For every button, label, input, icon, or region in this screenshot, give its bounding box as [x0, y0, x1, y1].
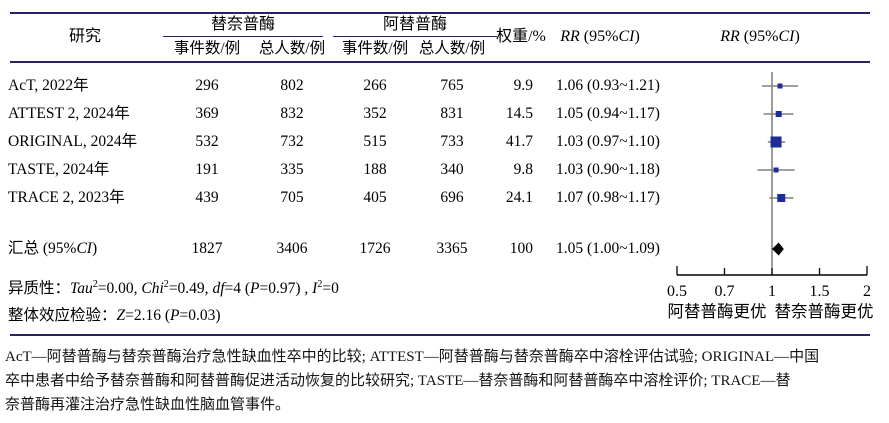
total-alteplase: 340 — [440, 161, 464, 178]
group-header-tenecteplase: 替奈普酶 — [210, 16, 275, 33]
events-tenecteplase: 439 — [195, 189, 219, 206]
heterogeneity-stats: 异质性：Tau2=0.00, Chi2=0.49, df=4 (P=0.97) … — [8, 279, 339, 298]
events-tenecteplase: 532 — [195, 133, 219, 150]
pooled-events-alteplase: 1726 — [359, 240, 391, 257]
total-alteplase: 696 — [440, 189, 464, 206]
events-alteplase: 188 — [363, 161, 387, 178]
weight-value: 24.1 — [505, 189, 533, 206]
subheader-events-tenecteplase: 事件数/例 — [173, 40, 241, 57]
effect-square — [775, 111, 782, 117]
total-tenecteplase: 705 — [280, 189, 304, 206]
alteplase-group-underline — [333, 36, 497, 37]
pooled-events-tenecteplase: 1827 — [191, 240, 223, 257]
events-alteplase: 515 — [363, 133, 387, 150]
weight-value: 9.8 — [513, 161, 533, 178]
pooled-total-alteplase: 3365 — [436, 240, 468, 257]
total-alteplase: 831 — [440, 105, 464, 122]
rr-ci-value: 1.05 (0.94~1.17) — [556, 105, 660, 122]
events-tenecteplase: 296 — [195, 77, 219, 94]
footnote-line-1: AcT—阿替普酶与替奈普酶治疗急性缺血性卒中的比较; ATTEST—阿替普酶与替… — [5, 349, 820, 365]
effect-square — [773, 167, 779, 173]
rr-ci-value: 1.03 (0.97~1.10) — [556, 133, 660, 150]
column-header-rr-text: RR (95%CI) — [560, 28, 640, 45]
top-rule — [10, 12, 870, 14]
direction-label-left: 阿替普酶更优 — [668, 302, 767, 321]
weight-value: 41.7 — [505, 133, 533, 150]
total-alteplase: 733 — [440, 133, 464, 150]
overall-effect-stats: 整体效应检验：Z=2.16 (P=0.03) — [8, 307, 221, 324]
footnote-line-3: 奈普酶再灌注治疗急性缺血性脑血管事件。 — [5, 397, 291, 413]
events-tenecteplase: 191 — [195, 161, 219, 178]
tick-label: 2 — [863, 283, 871, 300]
pooled-total-tenecteplase: 3406 — [276, 240, 308, 257]
pooled-label: 汇总 (95%CI) — [8, 240, 98, 257]
tick-label: 0.5 — [667, 283, 687, 300]
tick-label: 1 — [768, 283, 776, 300]
header-bottom-rule — [10, 61, 870, 63]
tick-label: 0.7 — [715, 283, 735, 300]
tenecteplase-group-underline — [163, 36, 323, 37]
weight-value: 14.5 — [505, 105, 533, 122]
study-label: ORIGINAL, 2024年 — [8, 133, 138, 150]
study-label: TRACE 2, 2023年 — [8, 189, 125, 206]
events-alteplase: 352 — [363, 105, 387, 122]
pooled-diamond — [772, 242, 784, 256]
total-tenecteplase: 335 — [280, 161, 304, 178]
total-alteplase: 765 — [440, 77, 464, 94]
pooled-weight: 100 — [509, 240, 533, 257]
group-header-alteplase: 阿替普酶 — [382, 16, 447, 33]
table-bottom-rule — [10, 334, 870, 336]
rr-ci-value: 1.03 (0.90~1.18) — [556, 161, 660, 178]
subheader-total-alteplase: 总人数/例 — [418, 40, 486, 57]
column-header-study: 研究 — [68, 28, 101, 45]
column-header-rr-plot: RR (95%CI) — [720, 28, 800, 45]
subheader-events-alteplase: 事件数/例 — [341, 40, 409, 57]
effect-square — [770, 136, 782, 148]
study-label: AcT, 2022年 — [8, 77, 89, 94]
events-alteplase: 405 — [363, 189, 387, 206]
footnote-line-2: 卒中患者中给予替奈普酶和阿替普酶促进活动恢复的比较研究; TASTE—替奈普酶和… — [5, 373, 791, 389]
rr-ci-value: 1.06 (0.93~1.21) — [556, 77, 660, 94]
subheader-total-tenecteplase: 总人数/例 — [258, 40, 326, 57]
direction-label-right: 替奈普酶更优 — [775, 302, 874, 321]
weight-value: 9.9 — [513, 77, 533, 94]
rr-ci-value: 1.07 (0.98~1.17) — [556, 189, 660, 206]
effect-square — [777, 83, 783, 89]
events-tenecteplase: 369 — [195, 105, 219, 122]
effect-square — [777, 194, 786, 202]
column-header-weight: 权重/% — [496, 28, 546, 45]
events-alteplase: 266 — [363, 77, 387, 94]
study-label: TASTE, 2024年 — [8, 161, 110, 178]
study-label: ATTEST 2, 2024年 — [8, 105, 130, 122]
tick-label: 1.5 — [810, 283, 830, 300]
total-tenecteplase: 732 — [280, 133, 304, 150]
pooled-rr-ci: 1.05 (1.00~1.09) — [556, 240, 660, 257]
total-tenecteplase: 802 — [280, 77, 304, 94]
total-tenecteplase: 832 — [280, 105, 304, 122]
